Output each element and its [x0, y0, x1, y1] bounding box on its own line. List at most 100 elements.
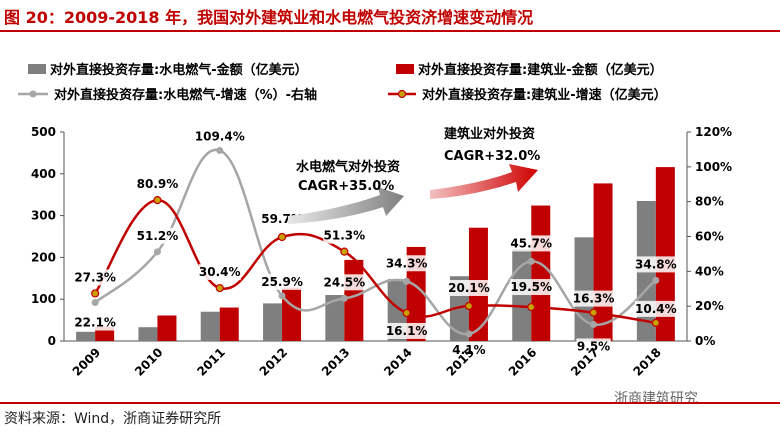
- point-hydro-growth-2012: [278, 292, 286, 300]
- x-tick-label-2009: 2009: [70, 345, 104, 379]
- point-construction-growth-2013: [340, 247, 349, 256]
- source-note: 资料来源：Wind，浙商证券研究所: [4, 411, 222, 427]
- bar-hydro-2013: [325, 295, 345, 341]
- label-construction-growth-2017: 16.3%: [573, 292, 615, 306]
- label-construction-growth-2014: 16.1%: [386, 324, 428, 338]
- bar-construction-2010: [157, 315, 177, 341]
- annotation-hydro: 水电燃气对外投资 CAGR+35.0%: [288, 159, 404, 224]
- label-hydro-growth-2016: 45.7%: [510, 236, 552, 250]
- x-tick-label-2013: 2013: [319, 345, 353, 379]
- legend-swatch-hydro-amount: [28, 64, 46, 74]
- label-hydro-growth-2010: 51.2%: [137, 229, 179, 243]
- x-tick-label-2014: 2014: [381, 345, 415, 379]
- x-tick-label-2010: 2010: [132, 345, 166, 379]
- label-hydro-growth-2009: 22.1%: [74, 316, 116, 330]
- source-divider: [0, 402, 780, 404]
- label-bg-hydro-growth-2015: [451, 341, 487, 358]
- bar-construction-2017: [593, 183, 613, 341]
- point-hydro-growth-2014: [403, 277, 411, 285]
- label-hydro-growth-2014: 34.3%: [386, 256, 428, 270]
- legend-swatch-construction-amount: [396, 64, 414, 74]
- title-divider: [0, 30, 780, 32]
- label-bg-construction-growth-2010: [136, 176, 179, 193]
- point-hydro-growth-2013: [340, 294, 348, 302]
- label-construction-growth-2018: 10.4%: [635, 302, 677, 316]
- label-hydro-growth-2011: 109.4%: [195, 129, 245, 143]
- label-construction-growth-2016: 19.5%: [510, 280, 552, 294]
- label-construction-growth-2010: 80.9%: [137, 177, 179, 191]
- point-construction-growth-2012: [277, 232, 287, 242]
- legend: 对外直接投资存量:水电燃气-金额（亿美元） 对外直接投资存量:建筑业-金额（亿美…: [18, 62, 667, 103]
- bar-construction-2016: [531, 205, 551, 341]
- y-right-tick-label-3: 60%: [695, 230, 724, 244]
- label-bg-construction-growth-2009: [74, 269, 117, 286]
- y-axis-right-ticks: 0% 20% 40% 60% 80% 100% 120%: [687, 125, 732, 348]
- annotation-construction-title: 建筑业对外投资: [444, 126, 535, 142]
- line-hydro-growth: [94, 148, 657, 336]
- legend-label-hydro-amount: 对外直接投资存量:水电燃气-金额（亿美元）: [50, 62, 308, 78]
- x-tick-label-2018: 2018: [630, 345, 664, 379]
- label-hydro-growth-2012: 25.9%: [261, 275, 303, 289]
- label-bg-hydro-growth-2018: [634, 256, 677, 273]
- y-left-tick-label-2: 200: [31, 250, 56, 264]
- y-right-tick-label-0: 0%: [695, 334, 715, 348]
- point-hydro-growth-2017: [590, 320, 598, 328]
- label-bg-hydro-growth-2016: [510, 235, 553, 252]
- label-bg-construction-growth-2017: [572, 290, 615, 307]
- legend-marker-hydro-growth: [29, 90, 37, 98]
- legend-label-construction-amount: 对外直接投资存量:建筑业-金额（亿美元）: [418, 62, 663, 78]
- point-construction-growth-2011: [215, 283, 224, 293]
- y-left-tick-label-3: 300: [31, 209, 56, 223]
- label-construction-growth-2009: 27.3%: [74, 270, 116, 284]
- chart-title: 图 20：2009-2018 年，我国对外建筑业和水电燃气投资济增速变动情况: [4, 8, 534, 27]
- label-construction-growth-2011: 30.4%: [199, 265, 241, 279]
- legend-marker-construction-growth: [397, 89, 407, 99]
- label-bg-hydro-growth-2014: [385, 255, 428, 272]
- label-hydro-growth-2017: 9.5%: [577, 339, 610, 353]
- bar-construction-2013: [344, 259, 364, 341]
- point-construction-growth-2017: [589, 308, 598, 317]
- point-hydro-growth-2016: [527, 257, 535, 265]
- bar-hydro-2011: [200, 311, 220, 341]
- bar-hydro-2010: [138, 327, 158, 341]
- bar-construction-2018: [655, 167, 675, 341]
- point-hydro-growth-2010: [153, 248, 161, 256]
- point-construction-growth-2015: [464, 301, 474, 311]
- label-bg-hydro-growth-2009: [74, 314, 117, 331]
- label-hydro-growth-2015: 4.1%: [452, 343, 485, 357]
- bar-hydro-2012: [263, 303, 283, 341]
- label-hydro-growth-2018: 34.8%: [635, 257, 677, 271]
- annotation-construction-arrow: [430, 164, 538, 199]
- label-bg-construction-growth-2018: [634, 300, 677, 317]
- point-construction-growth-2010: [153, 195, 162, 205]
- label-bg-hydro-growth-2012: [261, 273, 304, 290]
- x-axis-ticks: 2009 2010 2011 2012 2013 2014 2015 2016 2017 2018: [70, 345, 664, 379]
- label-bg-construction-growth-2014: [385, 322, 428, 339]
- annotation-hydro-title: 水电燃气对外投资: [296, 159, 400, 175]
- point-hydro-growth-2011: [216, 146, 224, 154]
- y-right-tick-label-6: 120%: [695, 125, 732, 139]
- point-construction-growth-2018: [651, 318, 660, 327]
- y-right-tick-label-4: 80%: [695, 195, 724, 209]
- label-bg-hydro-growth-2011: [194, 128, 245, 145]
- point-construction-growth-2016: [527, 302, 536, 312]
- x-tick-label-2011: 2011: [194, 345, 228, 379]
- y-left-tick-label-0: 0: [48, 334, 56, 348]
- label-hydro-growth-2013: 24.5%: [324, 275, 366, 289]
- annotation-hydro-arrow: [288, 187, 404, 224]
- label-bg-construction-growth-2015: [447, 279, 490, 296]
- label-construction-growth-2013: 51.3%: [324, 229, 366, 243]
- point-hydro-growth-2018: [652, 276, 660, 284]
- y-left-tick-label-1: 100: [31, 292, 56, 306]
- label-bg-construction-growth-2016: [510, 279, 553, 296]
- point-hydro-growth-2009: [91, 299, 99, 307]
- watermark: 浙商建筑研究: [614, 391, 698, 407]
- y-right-tick-label-2: 40%: [695, 264, 724, 278]
- bar-construction-2011: [219, 307, 239, 341]
- bar-hydro-2009: [76, 331, 96, 341]
- label-bg-construction-growth-2013: [323, 227, 366, 244]
- label-bg-construction-growth-2011: [198, 264, 241, 281]
- annotation-hydro-cagr: CAGR+35.0%: [298, 179, 394, 194]
- label-bg-hydro-growth-2010: [136, 227, 179, 244]
